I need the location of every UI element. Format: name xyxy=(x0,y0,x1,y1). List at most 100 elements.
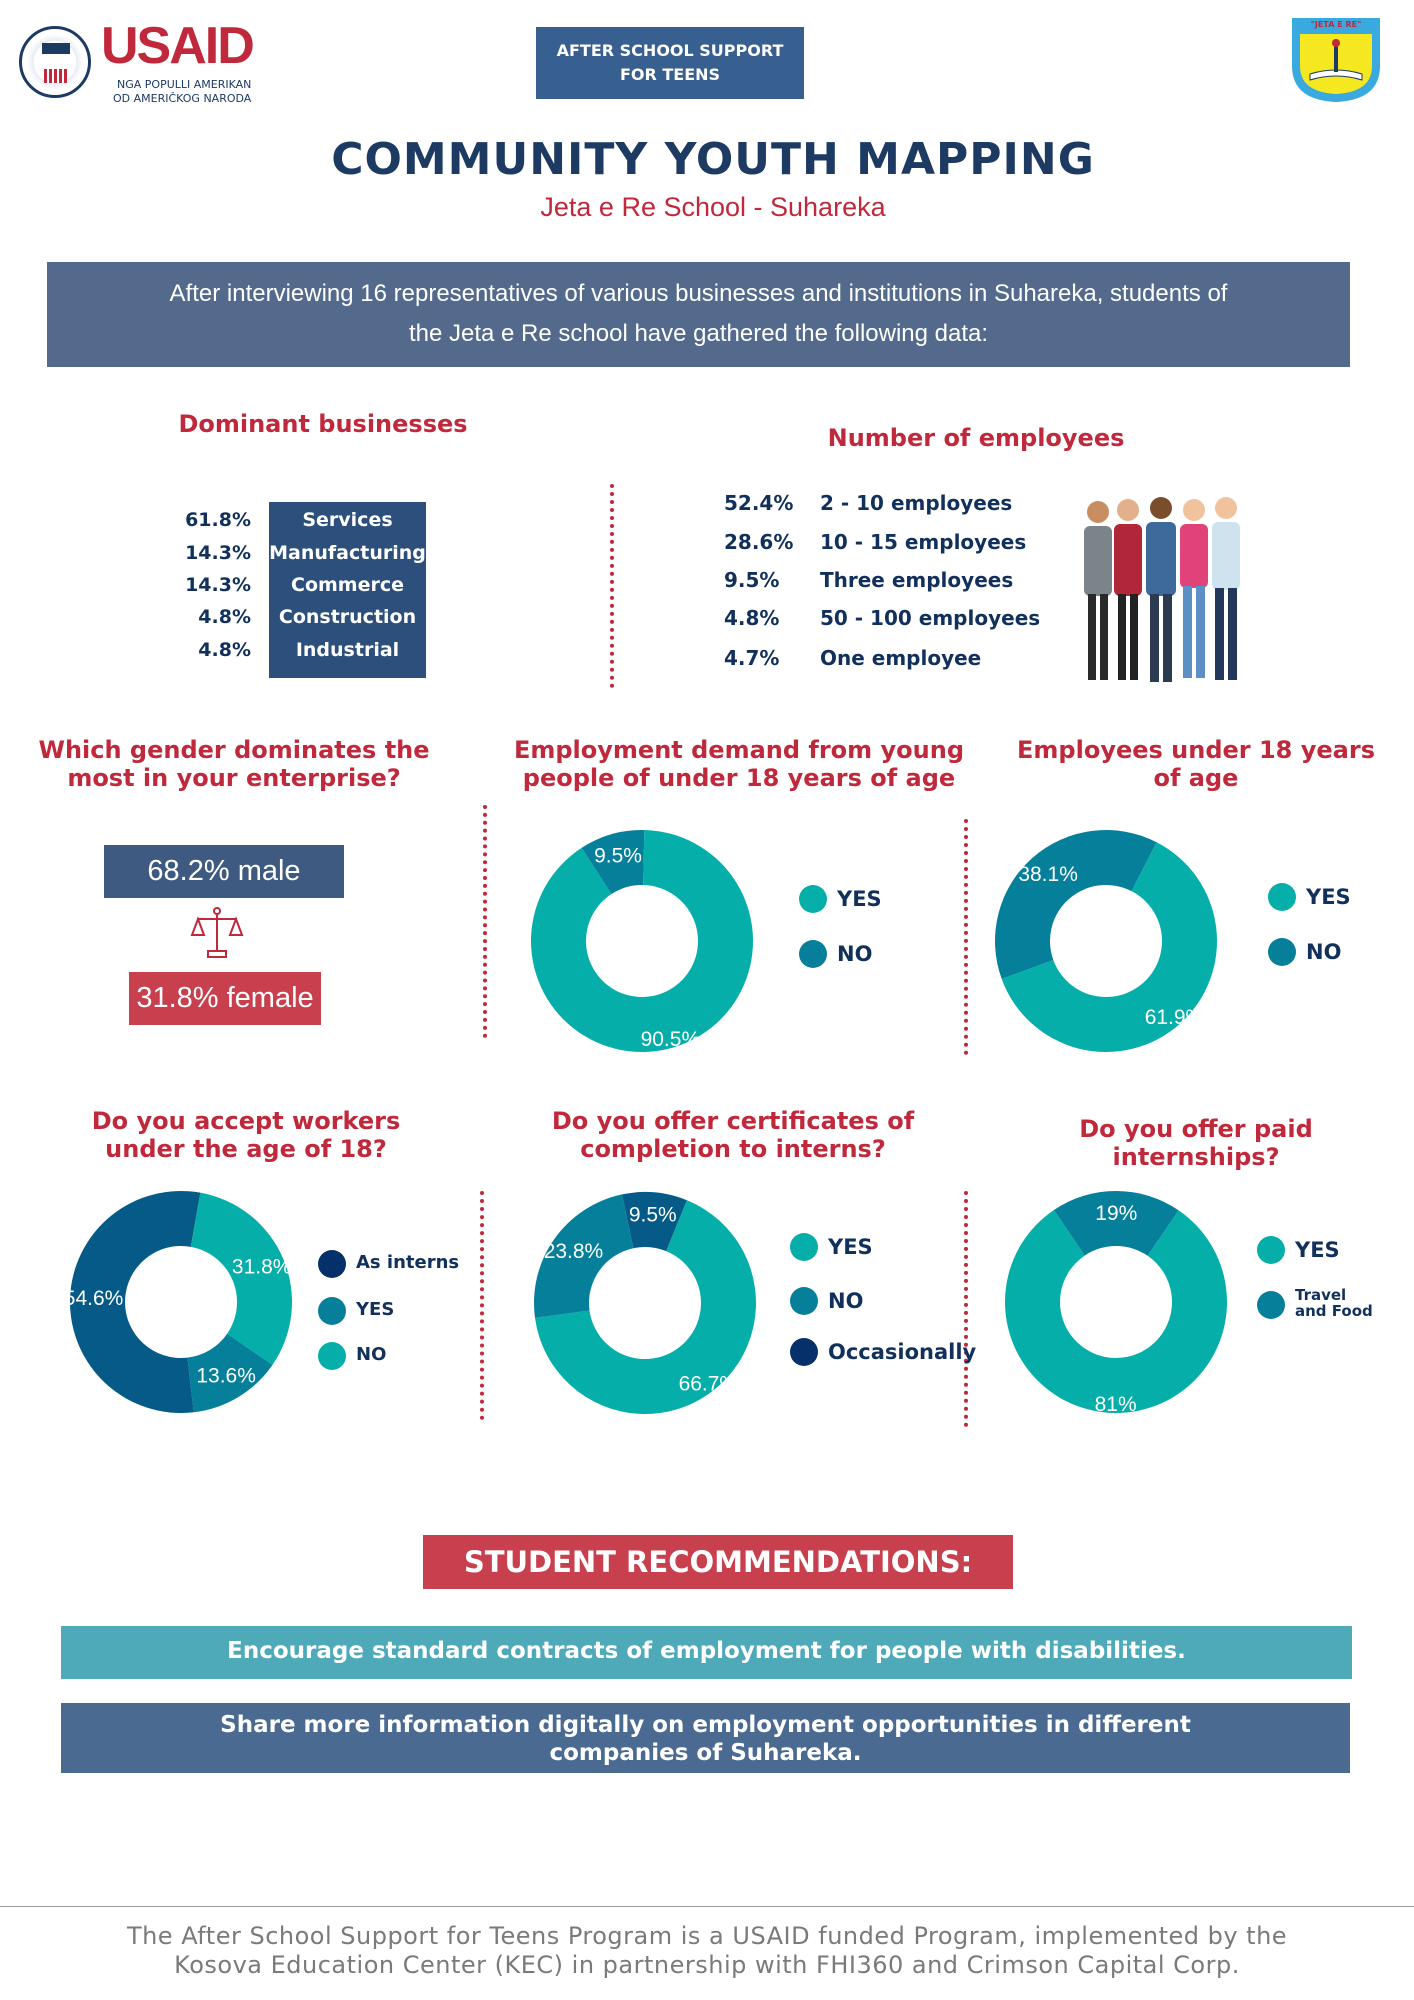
slice-label: 19% xyxy=(1095,1202,1137,1225)
donut-slice-travel-and-food xyxy=(1053,1191,1179,1256)
chart-title-line: under the age of 18? xyxy=(105,1135,387,1163)
legend-label: YES xyxy=(1306,885,1351,909)
slice-label: 54.6% xyxy=(64,1287,124,1310)
legend-dot xyxy=(799,885,827,913)
employees-percent: 9.5% xyxy=(724,568,780,592)
divider xyxy=(964,1191,968,1427)
slice-label: 90.5% xyxy=(641,1028,701,1051)
donut-slice-no xyxy=(534,1194,634,1318)
business-percent: 4.8% xyxy=(198,639,251,661)
business-percent: 14.3% xyxy=(185,574,251,596)
chart-title-line: internships? xyxy=(1112,1143,1280,1171)
employees-label: Three employees xyxy=(820,568,1014,592)
business-percent: 61.8% xyxy=(185,509,251,531)
legend-label: YES xyxy=(356,1299,395,1320)
people-illustration xyxy=(1076,490,1248,688)
donut-slice-no xyxy=(581,830,645,895)
usaid-seal-icon xyxy=(19,26,91,98)
legend-dot xyxy=(1257,1291,1285,1319)
legend-label: NO xyxy=(1306,940,1342,964)
legend-dot xyxy=(318,1297,346,1325)
slice-label: 38.1% xyxy=(1018,863,1078,886)
employees-label: 2 - 10 employees xyxy=(820,491,1013,515)
school-logo: "JETA E RE" xyxy=(1290,16,1382,104)
chart-title-line: Do you offer paid xyxy=(1079,1115,1313,1143)
legend-label: YES xyxy=(837,887,882,911)
male-stat-box: 68.2% male xyxy=(104,845,344,898)
gender-title-line-1: Which gender dominates the xyxy=(38,736,430,764)
legend-dot xyxy=(790,1233,818,1261)
chart-title-line: completion to interns? xyxy=(580,1135,886,1163)
donut-slice-occasionally xyxy=(621,1192,687,1252)
donut-slice-yes xyxy=(1001,842,1217,1052)
employees-label: 50 - 100 employees xyxy=(820,606,1041,630)
chart-title-line: of age xyxy=(1153,764,1239,792)
employees-percent: 4.7% xyxy=(724,646,780,670)
intro-box: After interviewing 16 representatives of… xyxy=(47,262,1350,367)
female-stat-box: 31.8% female xyxy=(129,972,321,1025)
chart-title-line: Employees under 18 years xyxy=(1017,736,1375,764)
business-label: Construction xyxy=(278,606,417,628)
intro-line-2: the Jeta e Re school have gathered the f… xyxy=(408,320,989,347)
slice-label: 81% xyxy=(1095,1393,1137,1416)
donut-slice-yes xyxy=(1004,1209,1227,1414)
slice-label: 61.9% xyxy=(1145,1006,1205,1029)
legend-label: Travel and Food xyxy=(1295,1286,1373,1320)
program-badge-line-1: AFTER SCHOOL SUPPORT xyxy=(556,41,784,60)
recommendation-1: Encourage standard contracts of employme… xyxy=(61,1626,1352,1679)
usaid-wordmark: USAID xyxy=(101,17,255,75)
divider xyxy=(610,484,614,688)
page-title: COMMUNITY YOUTH MAPPING xyxy=(331,134,1095,185)
legend-dot xyxy=(318,1342,346,1370)
program-badge: AFTER SCHOOL SUPPORT FOR TEENS xyxy=(536,27,804,99)
employees-percent: 52.4% xyxy=(724,491,794,515)
legend-label: YES xyxy=(1295,1238,1340,1262)
footer-text: The After School Support for Teens Progr… xyxy=(0,1922,1414,1980)
employees-title: Number of employees xyxy=(827,424,1125,452)
legend-label: Occasionally xyxy=(828,1340,977,1364)
chart-title: Employment demand from young people of un… xyxy=(514,736,964,792)
usaid-logo: USAID NGA POPULLI AMERIKAN OD AMERIČKOG … xyxy=(19,17,279,108)
employees-label: One employee xyxy=(820,646,982,670)
employees-percent: 4.8% xyxy=(724,606,780,630)
business-label: Services xyxy=(302,509,393,531)
employees-label: 10 - 15 employees xyxy=(820,530,1027,554)
dominant-businesses-title: Dominant businesses xyxy=(178,410,468,438)
footer-line-2: Kosova Education Center (KEC) in partner… xyxy=(174,1951,1240,1979)
divider xyxy=(483,805,487,1038)
school-logo-text: "JETA E RE" xyxy=(1310,20,1362,29)
divider xyxy=(480,1191,484,1420)
recommendations-title: STUDENT RECOMMENDATIONS: xyxy=(423,1535,1013,1589)
legend-label: NO xyxy=(837,942,873,966)
usaid-tagline-2: OD AMERIČKOG NARODA xyxy=(113,92,252,105)
legend-dot xyxy=(790,1338,818,1366)
chart-title-line: Do you offer certificates of xyxy=(551,1107,915,1135)
slice-label: 23.8% xyxy=(544,1240,604,1263)
business-percent: 4.8% xyxy=(198,606,251,628)
slice-label: 31.8% xyxy=(232,1256,292,1279)
business-percent: 14.3% xyxy=(185,542,251,564)
chart-title: Do you offer certificates of completion t… xyxy=(552,1107,914,1163)
chart-title: Employees under 18 years of age xyxy=(1017,736,1375,792)
intro-line-1: After interviewing 16 representatives of… xyxy=(169,280,1228,307)
gender-title-line-2: most in your enterprise? xyxy=(67,764,401,792)
chart-title: Do you accept workers under the age of 18… xyxy=(92,1107,400,1163)
legend-dot xyxy=(318,1250,346,1278)
chart-title-line: Do you accept workers xyxy=(91,1107,401,1135)
chart-title-line: people of under 18 years of age xyxy=(522,764,956,792)
slice-label: 13.6% xyxy=(196,1365,256,1388)
legend-dot xyxy=(1268,938,1296,966)
legend-label: YES xyxy=(828,1235,873,1259)
donut-slice-no xyxy=(995,829,1157,979)
business-label: Industrial xyxy=(295,639,400,661)
donut-slice-as-interns xyxy=(70,1191,201,1413)
slice-label: 66.7% xyxy=(679,1372,739,1395)
footer-divider xyxy=(0,1906,1414,1907)
donut-slice-yes xyxy=(531,830,753,1052)
legend-label: NO xyxy=(356,1344,387,1365)
usaid-tagline-1: NGA POPULLI AMERIKAN xyxy=(117,78,252,91)
footer-line-1: The After School Support for Teens Progr… xyxy=(126,1922,1288,1950)
page-subtitle: Jeta e Re School - Suhareka xyxy=(540,192,886,222)
business-types-box xyxy=(269,502,426,678)
